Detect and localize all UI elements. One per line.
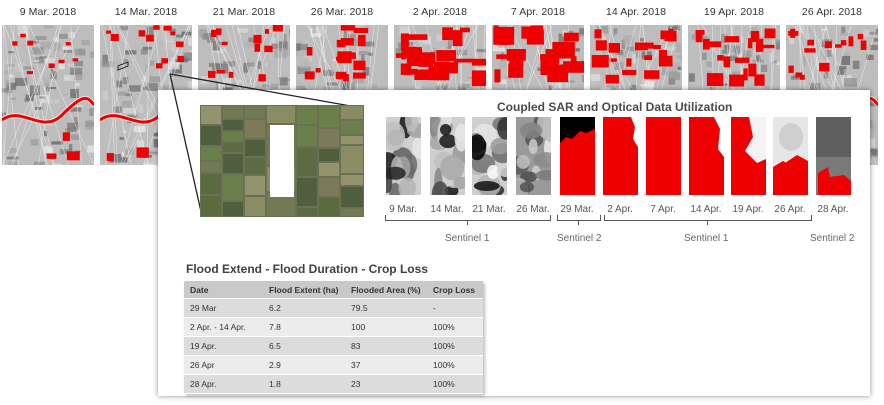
table-cell: 2 Apr. - 14 Apr. [184, 317, 263, 337]
bracket-sentinel1-b [604, 215, 812, 221]
table-cell: - [427, 298, 483, 318]
patch-date-label: 14 Apr. [690, 204, 722, 215]
study-plot-highlight [270, 125, 294, 197]
column-header: Date [184, 281, 263, 299]
patch-image [516, 117, 551, 195]
sensor-label: Sentinel 2 [557, 233, 602, 244]
patch-date-label: 9 Mar. [389, 204, 417, 215]
table-cell: 7.8 [263, 317, 345, 337]
table-cell: 100% [427, 317, 483, 337]
patch-image [560, 117, 595, 195]
table-cell: 6.2 [263, 298, 345, 318]
flood-crop-loss-table: Date Flood Extent (ha) Flooded Area (%) … [184, 281, 483, 394]
frame-date: 19 Apr. 2018 [703, 6, 765, 18]
table-row: 26 Apr 2.9 37 100% [184, 355, 483, 375]
bracket-tick [707, 220, 708, 225]
patch-date-label: 19 Apr. [732, 204, 764, 215]
table-cell: 79.5 [345, 298, 427, 318]
table-cell: 28 Apr. [184, 374, 263, 394]
patch-image [646, 117, 681, 195]
panel-title: Coupled SAR and Optical Data Utilization [497, 100, 733, 114]
table-cell: 6.5 [263, 336, 345, 356]
patch-image [472, 117, 507, 195]
table-row: 2 Apr. - 14 Apr. 7.8 100 100% [184, 317, 483, 337]
patch-date-label: 14 Mar. [430, 204, 464, 215]
frame-date: 26 Apr. 2018 [801, 6, 863, 18]
sensor-label: Sentinel 2 [810, 233, 855, 244]
table-header-row: Date Flood Extent (ha) Flooded Area (%) … [184, 281, 483, 299]
patch-date-label: 21 Mar. [472, 204, 506, 215]
frame-date: 14 Mar. 2018 [114, 6, 178, 18]
table-cell: 100 [345, 317, 427, 337]
flood-map-image [2, 25, 94, 165]
table-title: Flood Extend - Flood Duration - Crop Los… [186, 262, 428, 276]
patch-date-label: 29 Mar. [560, 204, 594, 215]
frame-date: 2 Apr. 2018 [412, 6, 468, 18]
table-cell: 2.9 [263, 355, 345, 375]
patch-image [689, 117, 724, 195]
table-cell: 83 [345, 336, 427, 356]
frame-date: 9 Mar. 2018 [19, 6, 77, 18]
sensor-label: Sentinel 1 [684, 233, 729, 244]
table-cell: 100% [427, 374, 483, 394]
table-cell: 100% [427, 336, 483, 356]
frame-date: 21 Mar. 2018 [212, 6, 276, 18]
patch-image [731, 117, 766, 195]
table-cell: 29 Mar [184, 298, 263, 318]
column-header: Crop Loss [427, 281, 483, 299]
bracket-tick [467, 220, 468, 225]
bracket-sentinel1-a [385, 215, 551, 221]
patch-image [430, 117, 465, 195]
table-row: 19 Apr. 6.5 83 100% [184, 336, 483, 356]
patch-date-label: 26 Mar. [516, 204, 550, 215]
patch-date-label: 7 Apr. [650, 204, 676, 215]
patch-date-label: 28 Apr. [817, 204, 849, 215]
field-aerial-photo [200, 105, 364, 217]
bracket-tick [578, 220, 579, 225]
strip-frame: 9 Mar. 2018 [0, 0, 96, 166]
patch-image [816, 117, 851, 195]
table-cell: 100% [427, 355, 483, 375]
patch-image [603, 117, 638, 195]
table-cell: 26 Apr [184, 355, 263, 375]
bracket-sentinel2-a [557, 215, 601, 221]
frame-date: 7 Apr. 2018 [510, 6, 566, 18]
frame-date: 26 Mar. 2018 [310, 6, 374, 18]
patch-image [773, 117, 808, 195]
patch-date-label: 2 Apr. [607, 204, 633, 215]
column-header: Flood Extent (ha) [263, 281, 345, 299]
table-cell: 37 [345, 355, 427, 375]
column-header: Flooded Area (%) [345, 281, 427, 299]
table-row: 29 Mar 6.2 79.5 - [184, 298, 483, 318]
table-row: 28 Apr. 1.8 23 100% [184, 374, 483, 394]
strip-frame: 14 Mar. 2018 [98, 0, 194, 166]
flood-map-image [100, 25, 192, 165]
table-cell: 23 [345, 374, 427, 394]
frame-date: 14 Apr. 2018 [605, 6, 667, 18]
patch-image [386, 117, 421, 195]
table-cell: 19 Apr. [184, 336, 263, 356]
sensor-label: Sentinel 1 [445, 233, 490, 244]
patch-date-label: 26 Apr. [774, 204, 806, 215]
table-cell: 1.8 [263, 374, 345, 394]
